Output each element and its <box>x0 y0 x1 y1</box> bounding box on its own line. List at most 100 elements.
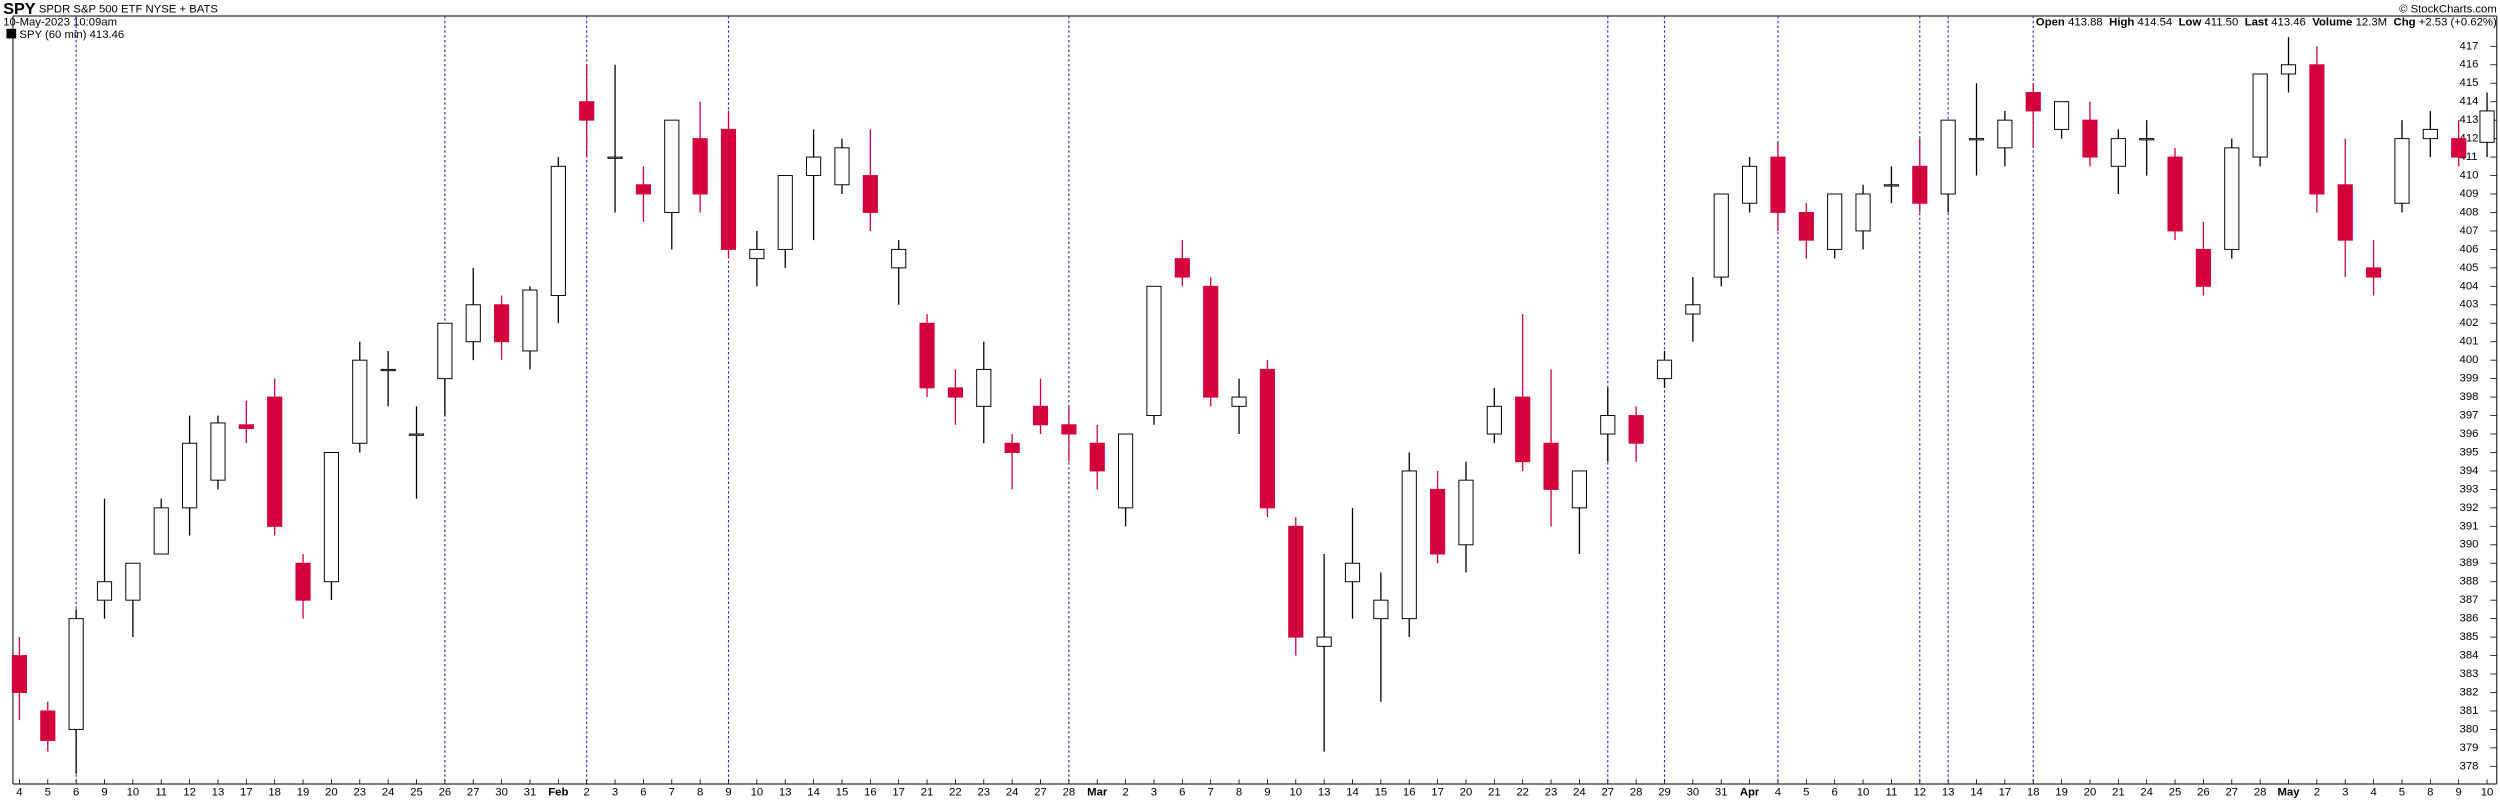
candle-body <box>210 422 226 481</box>
candle-body <box>2224 147 2240 250</box>
candle-body <box>380 368 396 372</box>
x-tick-label: 6 <box>640 787 646 799</box>
candle-body <box>834 147 850 186</box>
y-tick-label: 400 <box>2460 354 2479 366</box>
x-tick-label: 27 <box>467 787 480 799</box>
x-tick-label: 24 <box>1573 787 1586 799</box>
y-tick-label: 401 <box>2460 336 2479 348</box>
quote-value: +2.53 (+0.62%) <box>2419 16 2497 28</box>
x-tick-label: Feb <box>548 787 568 799</box>
x-tick-label: 2 <box>1122 787 1128 799</box>
candle-body <box>68 618 84 730</box>
y-tick-label: 395 <box>2460 446 2479 458</box>
x-tick-label: 10 <box>1857 787 1870 799</box>
candle-body <box>664 119 680 213</box>
candle-body <box>1061 424 1077 435</box>
x-tick-label: 12 <box>183 787 196 799</box>
x-tick-label: 6 <box>1832 787 1838 799</box>
candle-body <box>2479 110 2495 143</box>
x-tick-label: 2 <box>2314 787 2320 799</box>
candle-body <box>1146 285 1162 417</box>
x-tick-label: 7 <box>669 787 675 799</box>
x-tick-label: 14 <box>807 787 820 799</box>
candle-body <box>1486 405 1502 435</box>
candle-body <box>1968 138 1985 141</box>
x-tick-label: 13 <box>212 787 225 799</box>
x-tick-label: 31 <box>1715 787 1728 799</box>
x-tick-label: 20 <box>1460 787 1473 799</box>
candle-body <box>238 424 254 429</box>
x-tick-label: 4 <box>1775 787 1781 799</box>
credit: © StockCharts.com <box>2399 4 2497 16</box>
x-tick-label: 5 <box>2399 787 2405 799</box>
quote-value: 12.3M <box>2356 16 2387 28</box>
y-tick-label: 378 <box>2460 760 2479 772</box>
candle-body <box>862 175 878 213</box>
y-tick-label: 391 <box>2460 520 2479 532</box>
y-tick-label: 379 <box>2460 742 2479 754</box>
x-tick-label: 4 <box>2370 787 2376 799</box>
x-tick-label: 25 <box>410 787 423 799</box>
candle-body <box>1543 442 1559 490</box>
y-tick-label: 393 <box>2460 483 2479 495</box>
candle-body <box>891 248 907 269</box>
y-tick-label: 387 <box>2460 594 2479 606</box>
x-tick-label: 17 <box>240 787 253 799</box>
y-tick-label: 405 <box>2460 262 2479 274</box>
candle-body <box>1174 258 1190 278</box>
candle-body <box>465 304 481 343</box>
x-tick-label: 9 <box>1264 787 1270 799</box>
x-tick-label: 21 <box>921 787 934 799</box>
x-tick-label: 13 <box>1318 787 1331 799</box>
candle-body <box>806 156 822 177</box>
x-tick-label: 16 <box>1403 787 1416 799</box>
subtitle: SPDR S&P 500 ETF NYSE + BATS <box>39 4 218 16</box>
candle-body <box>1032 405 1049 426</box>
candle-body <box>1827 193 1843 250</box>
y-tick-label: 399 <box>2460 373 2479 385</box>
candle-body <box>720 128 737 250</box>
x-tick-label: 10 <box>1289 787 1302 799</box>
y-tick-label: 407 <box>2460 225 2479 237</box>
x-tick-label: 23 <box>977 787 990 799</box>
x-tick-label: 18 <box>268 787 281 799</box>
x-tick-label: 10 <box>751 787 764 799</box>
candle-body <box>1515 396 1531 463</box>
legend-swatch <box>6 28 17 39</box>
candle-body <box>323 451 339 583</box>
candle-body <box>2167 156 2183 232</box>
x-tick-label: 11 <box>155 787 167 799</box>
x-tick-label: 23 <box>1545 787 1558 799</box>
x-tick-label: 21 <box>1488 787 1501 799</box>
candle-body <box>635 184 651 195</box>
candle-body <box>2422 128 2438 140</box>
candle-body <box>2337 184 2353 241</box>
candle-body <box>1855 193 1871 232</box>
y-tick-label: 406 <box>2460 243 2479 255</box>
x-tick-label: 27 <box>1034 787 1047 799</box>
candle-body <box>777 175 793 250</box>
x-tick-label: 26 <box>2197 787 2210 799</box>
x-tick-label: 27 <box>1601 787 1614 799</box>
y-tick-label: 384 <box>2460 650 2479 662</box>
x-tick-label: 8 <box>697 787 703 799</box>
candle-body <box>1997 119 2013 149</box>
x-tick-label: 8 <box>2427 787 2433 799</box>
y-tick-label: 394 <box>2460 465 2479 477</box>
x-tick-label: 3 <box>612 787 618 799</box>
x-tick-label: 13 <box>779 787 792 799</box>
x-tick-label: 22 <box>949 787 962 799</box>
x-tick-label: 18 <box>2027 787 2040 799</box>
y-tick-label: 385 <box>2460 631 2479 643</box>
candle-body <box>522 289 538 352</box>
x-tick-label: 3 <box>2342 787 2348 799</box>
x-tick-label: 3 <box>1151 787 1157 799</box>
candle-body <box>1401 470 1417 620</box>
x-tick-label: 14 <box>1970 787 1983 799</box>
y-tick-label: 417 <box>2460 40 2479 52</box>
quote-label: Last <box>2245 16 2269 28</box>
candle-body <box>1259 368 1275 509</box>
y-tick-label: 388 <box>2460 576 2479 588</box>
x-tick-label: 17 <box>892 787 905 799</box>
y-tick-label: 411 <box>2460 151 2478 163</box>
